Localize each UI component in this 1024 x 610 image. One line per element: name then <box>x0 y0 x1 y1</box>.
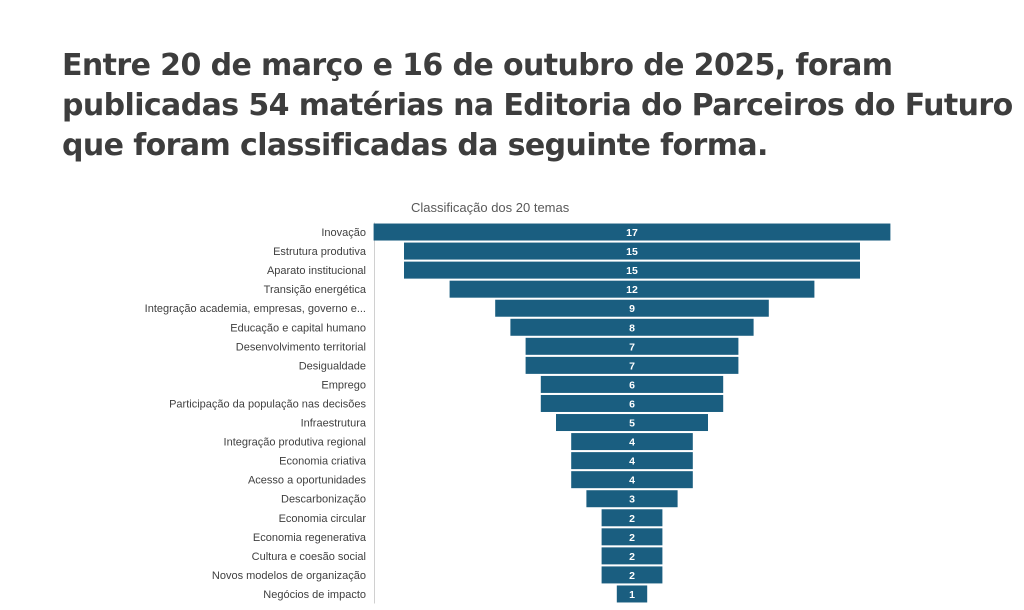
bar-value-label: 2 <box>629 551 635 563</box>
bar-value-label: 1 <box>629 589 635 601</box>
funnel-bar <box>404 242 860 260</box>
bar-value-label: 4 <box>629 437 635 449</box>
bar-value-label: 2 <box>629 532 635 544</box>
funnel-bar <box>404 261 860 279</box>
bar-value-label: 8 <box>629 322 635 334</box>
funnel-bar <box>495 299 769 317</box>
category-label: Integração academia, empresas, governo e… <box>145 303 366 315</box>
funnel-bar <box>586 490 678 508</box>
funnel-bar <box>601 528 663 546</box>
bar-value-label: 7 <box>629 341 635 353</box>
category-label: Novos modelos de organização <box>212 570 366 582</box>
category-label: Emprego <box>321 379 366 391</box>
bar-value-label: 6 <box>629 379 635 391</box>
category-label: Estrutura produtiva <box>273 246 367 258</box>
funnel-bar <box>510 318 754 336</box>
category-label: Participação da população nas decisões <box>169 398 366 410</box>
category-label: Inovação <box>321 227 366 239</box>
category-label: Integração produtiva regional <box>224 437 366 449</box>
page-headline: Entre 20 de março e 16 de outubro de 202… <box>62 48 1013 163</box>
category-label: Acesso a oportunidades <box>248 475 367 487</box>
bar-value-label: 7 <box>629 360 635 372</box>
category-label: Descarbonização <box>281 494 366 506</box>
funnel-bar <box>571 433 693 451</box>
funnel-bar <box>373 223 891 241</box>
category-label: Desenvolvimento territorial <box>236 341 366 353</box>
bar-value-label: 3 <box>629 494 635 506</box>
category-label: Economia regenerativa <box>253 532 367 544</box>
funnel-bar <box>601 566 663 584</box>
category-label: Cultura e coesão social <box>252 551 366 563</box>
bar-value-label: 2 <box>629 570 635 582</box>
category-label: Economia circular <box>279 513 367 525</box>
bar-value-label: 17 <box>626 227 638 239</box>
funnel-bar <box>525 356 739 374</box>
category-label: Infraestrutura <box>301 418 367 430</box>
funnel-bar <box>540 375 724 393</box>
category-label: Desigualdade <box>299 360 366 372</box>
bar-value-label: 12 <box>626 284 638 296</box>
category-label: Aparato institucional <box>267 265 366 277</box>
funnel-bar <box>525 337 739 355</box>
bar-value-label: 15 <box>626 265 638 277</box>
category-label: Negócios de impacto <box>263 589 366 601</box>
funnel-bar <box>571 471 693 489</box>
bar-value-label: 4 <box>629 475 635 487</box>
category-label: Economia criativa <box>279 456 367 468</box>
funnel-bar <box>601 547 663 565</box>
funnel-bar <box>449 280 815 298</box>
bar-value-label: 4 <box>629 456 635 468</box>
bar-value-label: 2 <box>629 513 635 525</box>
funnel-bar <box>556 414 708 432</box>
bar-value-label: 6 <box>629 398 635 410</box>
funnel-bar <box>616 585 648 603</box>
bar-value-label: 5 <box>629 418 635 430</box>
chart-title: Classificação dos 20 temas <box>411 200 570 215</box>
category-label: Educação e capital humano <box>230 322 366 334</box>
funnel-bar <box>601 509 663 527</box>
funnel-bar <box>540 394 724 412</box>
category-label: Transição energética <box>264 284 367 296</box>
bar-value-label: 9 <box>629 303 635 315</box>
bar-value-label: 15 <box>626 246 638 258</box>
funnel-bar <box>571 452 693 470</box>
